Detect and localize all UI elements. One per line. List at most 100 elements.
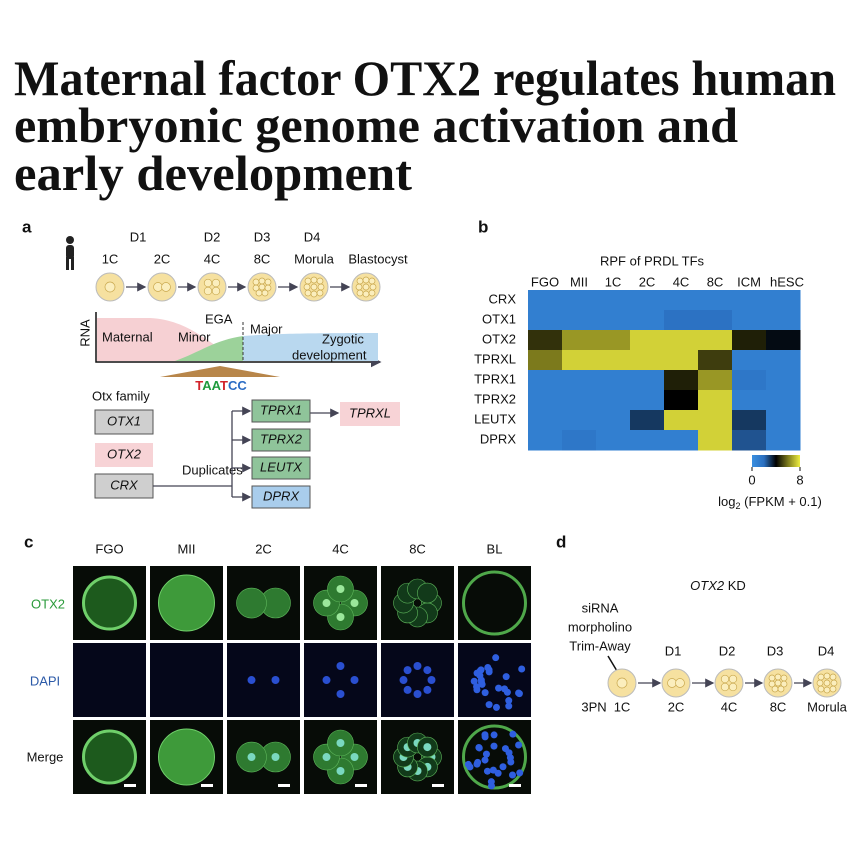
stage-label: 4C — [204, 251, 221, 266]
blastomere — [304, 289, 312, 297]
blastomere — [310, 276, 318, 284]
row-label: CRX — [489, 291, 517, 306]
blastomere — [768, 674, 776, 682]
scale-bar — [432, 784, 444, 787]
blastomere — [203, 278, 213, 288]
blastomere — [720, 674, 730, 684]
column-label: MII — [570, 274, 588, 289]
oocyte — [82, 575, 137, 631]
heatmap-cell — [630, 310, 665, 331]
row-label: TPRXL — [474, 351, 516, 366]
panel-label: c — [24, 532, 33, 551]
micrograph — [381, 720, 454, 794]
heatmap-cell — [732, 390, 767, 411]
column-label: 8C — [707, 274, 724, 289]
micrograph — [458, 566, 531, 640]
nucleus — [423, 743, 432, 752]
heatmap-cell — [698, 290, 733, 311]
blastomere — [264, 278, 272, 286]
heatmap-cell — [766, 370, 801, 391]
blastomere — [777, 685, 785, 693]
column-label: ICM — [737, 274, 761, 289]
nucleus — [271, 676, 280, 684]
title-line: embryonic genome activation and — [14, 97, 738, 153]
heatmap-cell — [596, 310, 631, 331]
gene-box — [94, 409, 154, 435]
stage-label: 2C — [154, 251, 171, 266]
heatmap-cell — [630, 290, 665, 311]
treatment: siRNA — [582, 600, 619, 615]
heatmap-cell — [732, 370, 767, 391]
heatmap-cell — [664, 430, 699, 451]
day-label: D1 — [130, 229, 147, 244]
motif: TAATCC — [195, 378, 247, 393]
heatmap-cell — [630, 330, 665, 351]
day-label: D2 — [719, 643, 736, 658]
nucleus — [403, 666, 412, 675]
phase-label: Major — [250, 321, 283, 336]
nucleus — [475, 743, 483, 751]
column-label: 2C — [255, 541, 272, 556]
nucleus — [492, 654, 500, 662]
heatmap-cell — [630, 390, 665, 411]
stage-label: Blastocyst — [348, 251, 408, 266]
blastomere — [317, 283, 325, 291]
blastomere — [817, 673, 825, 681]
nucleus — [271, 753, 280, 761]
gene: TPRXL — [349, 405, 391, 420]
stage-label: 8C — [254, 251, 271, 266]
heatmap-cell — [664, 310, 699, 331]
nucleus — [492, 703, 500, 711]
heatmap-cell — [664, 410, 699, 431]
blastomere — [368, 289, 376, 297]
nucleus — [501, 745, 509, 753]
heatmap-title: RPF of PRDL TFs — [600, 253, 705, 268]
blastomere — [258, 283, 266, 291]
blastocyst — [462, 724, 527, 790]
heatmap-cell — [562, 350, 597, 371]
nucleus — [490, 731, 498, 739]
colorbar — [752, 455, 800, 467]
nucleus — [482, 750, 490, 758]
heatmap-cell — [698, 330, 733, 351]
blastomere — [362, 290, 370, 298]
gene: CRX — [110, 477, 139, 492]
row-label: LEUTX — [474, 411, 516, 426]
phase-label: Minor — [178, 329, 211, 344]
micrograph — [150, 643, 223, 717]
row-label: OTX2 — [31, 596, 65, 611]
nucleus — [423, 685, 432, 694]
blastomere — [774, 673, 782, 681]
family-label: Otx family — [92, 388, 150, 403]
heatmap-cell — [732, 430, 767, 451]
phase-label: Zygotic — [322, 331, 364, 346]
blastomere — [252, 278, 260, 286]
column-label: hESC — [770, 274, 804, 289]
motif-letter: T — [220, 378, 228, 393]
heatmap-cell — [630, 430, 665, 451]
heatmap-cell — [562, 370, 597, 391]
connector — [153, 411, 233, 497]
motif-letter: C — [237, 378, 247, 393]
stage-label: 8C — [770, 699, 787, 714]
major-area — [243, 333, 378, 361]
nucleus — [427, 676, 436, 684]
heatmap-cell — [698, 430, 733, 451]
embryo — [197, 272, 227, 302]
nucleus — [481, 731, 489, 739]
heatmap-cell — [698, 410, 733, 431]
nucleus — [336, 585, 345, 594]
scale-bar — [355, 784, 367, 787]
column-label: 2C — [639, 274, 656, 289]
nucleus — [516, 769, 524, 777]
nucleus — [336, 739, 345, 748]
blastomere — [829, 685, 837, 693]
row-label: OTX1 — [482, 311, 516, 326]
motif-shape — [160, 366, 280, 377]
nucleus — [322, 599, 331, 608]
nucleus — [476, 672, 484, 680]
blastomere — [817, 685, 825, 693]
nucleus — [487, 782, 495, 790]
treatment: Trim-Away — [569, 638, 631, 653]
